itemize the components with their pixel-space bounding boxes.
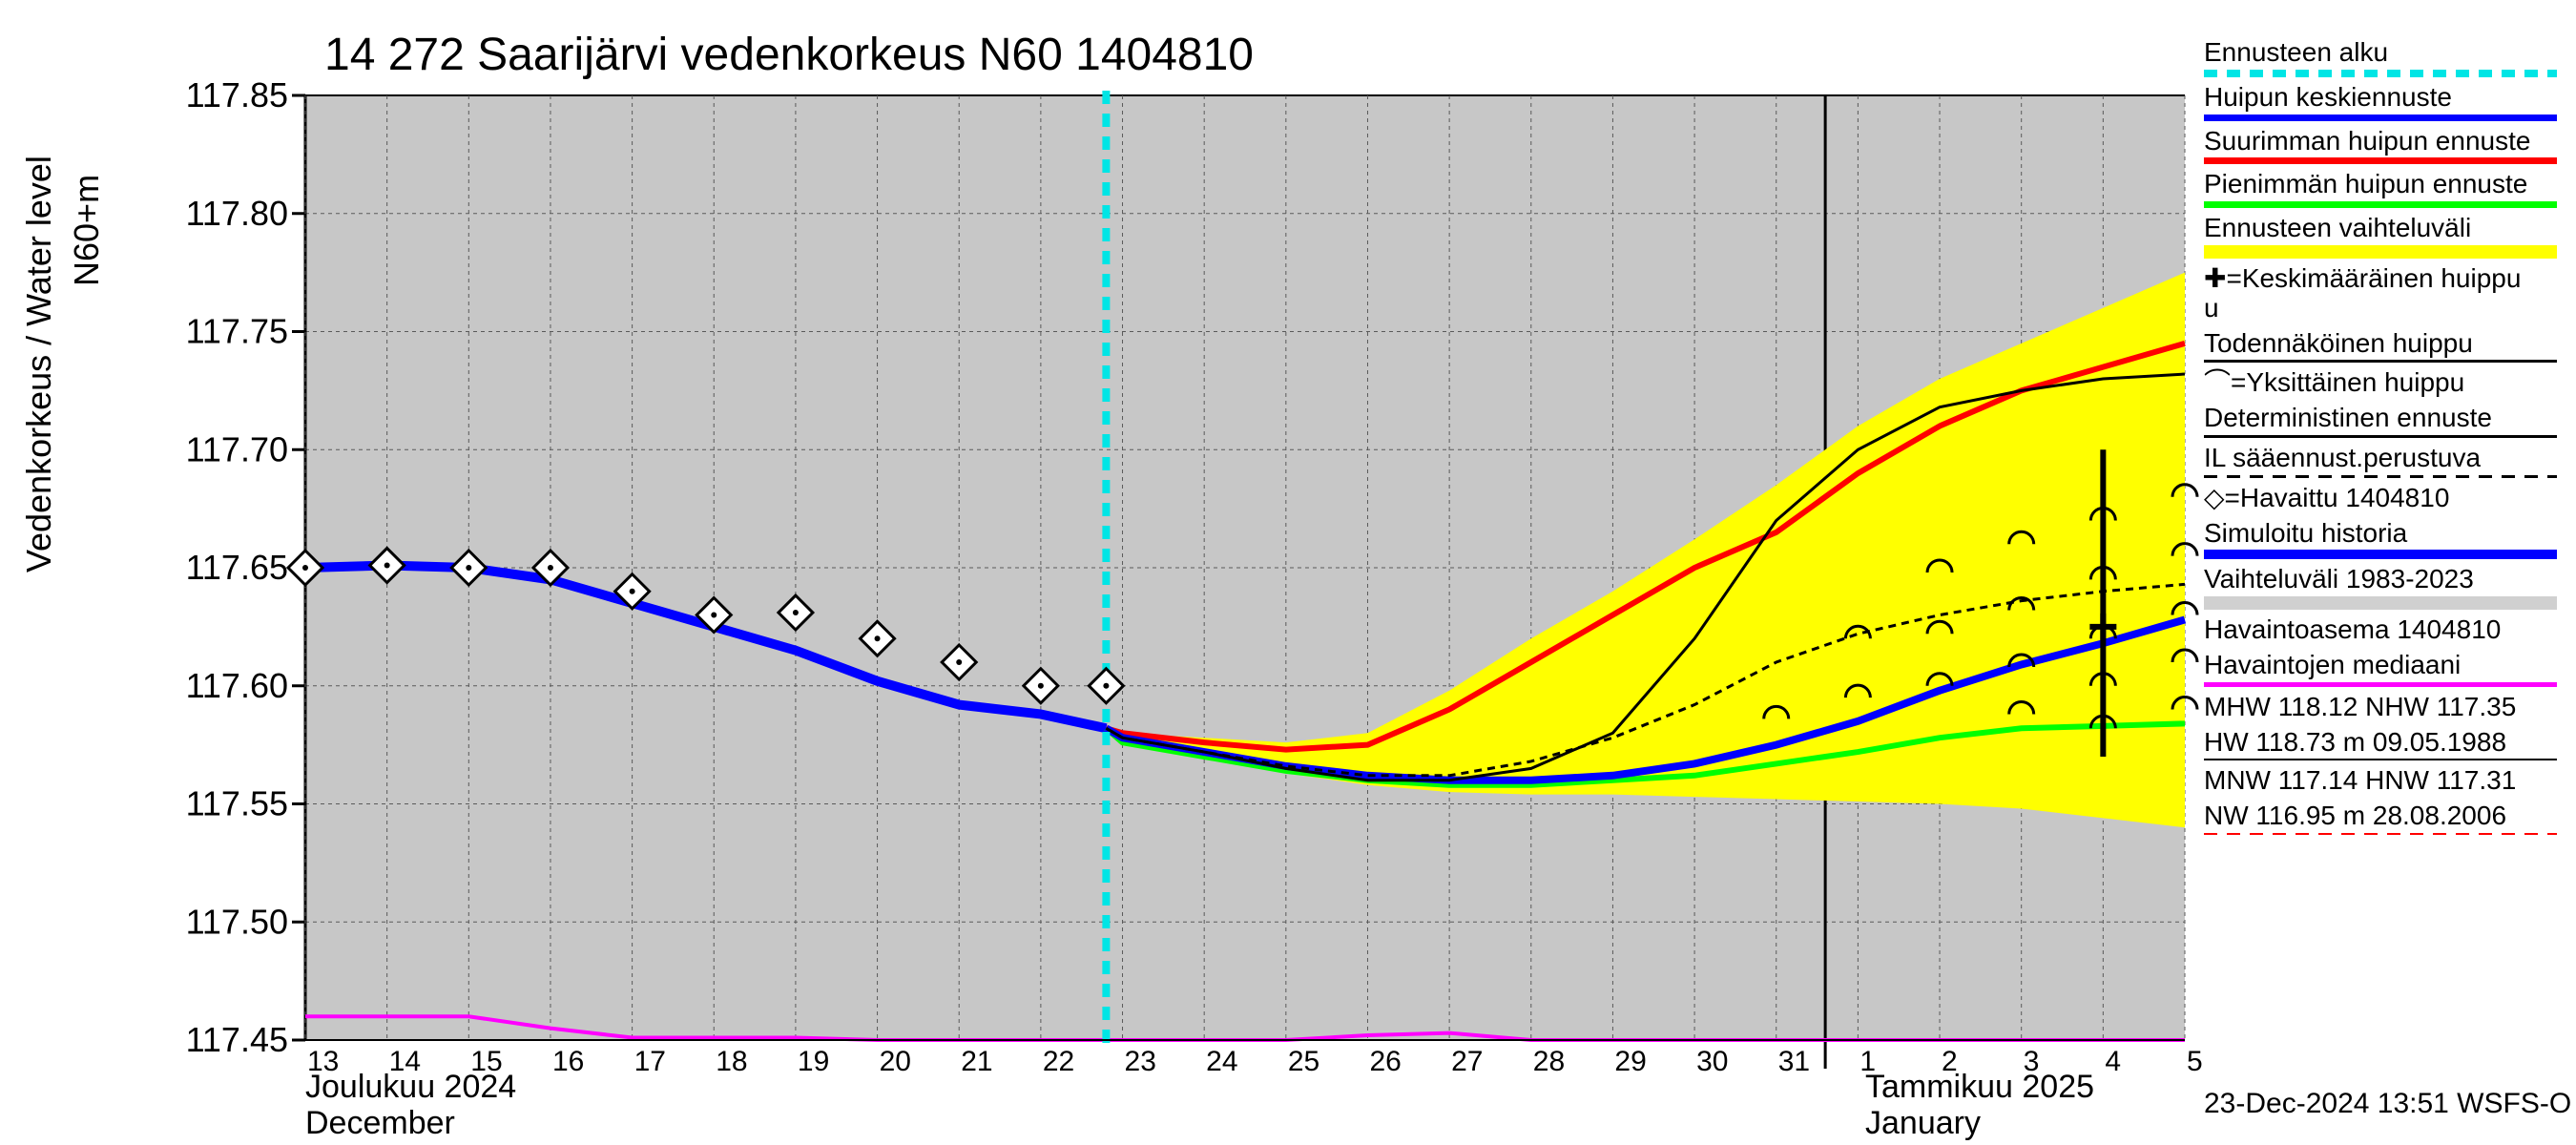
svg-text:24: 24 bbox=[1206, 1046, 1237, 1077]
footer-timestamp: 23-Dec-2024 13:51 WSFS-O bbox=[2204, 1088, 2571, 1120]
legend-item-prob_peak: Todennäköinen huippu bbox=[2204, 329, 2566, 364]
legend-item-station: Havaintoasema 1404810 bbox=[2204, 615, 2566, 645]
legend-item-max_peak: Suurimman huipun ennuste bbox=[2204, 127, 2566, 165]
svg-text:31: 31 bbox=[1778, 1046, 1810, 1077]
legend-item-mnw: MNW 117.14 HNW 117.31 bbox=[2204, 766, 2566, 796]
legend-swatch bbox=[2204, 596, 2557, 610]
legend-swatch bbox=[2204, 833, 2557, 835]
legend-label: HW 118.73 m 09.05.1988 bbox=[2204, 728, 2566, 758]
legend-swatch bbox=[2204, 759, 2557, 760]
legend-label: Havaintoasema 1404810 bbox=[2204, 615, 2566, 645]
legend-label: Havaintojen mediaani bbox=[2204, 651, 2566, 680]
legend-swatch bbox=[2204, 475, 2557, 478]
legend-label: NW 116.95 m 28.08.2006 bbox=[2204, 802, 2566, 831]
svg-text:17: 17 bbox=[634, 1046, 666, 1077]
legend-label: Deterministinen ennuste bbox=[2204, 404, 2566, 433]
legend-item-il: IL sääennust.perustuva bbox=[2204, 444, 2566, 478]
legend-swatch bbox=[2204, 70, 2557, 77]
chart-title: 14 272 Saarijärvi vedenkorkeus N60 14048… bbox=[324, 29, 1254, 81]
legend-label: MHW 118.12 NHW 117.35 bbox=[2204, 693, 2566, 722]
legend-label: Todennäköinen huippu bbox=[2204, 329, 2566, 359]
y-axis-label-2: N60+m bbox=[67, 175, 107, 286]
legend-item-observed: ◇=Havaittu 1404810 bbox=[2204, 484, 2566, 513]
svg-text:23: 23 bbox=[1125, 1046, 1156, 1077]
svg-text:19: 19 bbox=[798, 1046, 829, 1077]
svg-text:117.60: 117.60 bbox=[186, 666, 288, 705]
legend-item-avg_peak: ✚=Keskimääräinen huippuu bbox=[2204, 264, 2566, 323]
legend-item-mhw: MHW 118.12 NHW 117.35 bbox=[2204, 693, 2566, 722]
legend-swatch bbox=[2204, 682, 2557, 687]
legend-label: Ennusteen vaihteluväli bbox=[2204, 214, 2566, 243]
legend-label: Huipun keskiennuste bbox=[2204, 83, 2566, 113]
legend-label: ◇=Havaittu 1404810 bbox=[2204, 484, 2566, 513]
legend-swatch bbox=[2204, 201, 2557, 208]
legend-item-forecast_start: Ennusteen alku bbox=[2204, 38, 2566, 77]
svg-text:117.45: 117.45 bbox=[186, 1020, 288, 1059]
x-month-2-en: January bbox=[1865, 1105, 1981, 1142]
x-month-2-fi: Tammikuu 2025 bbox=[1865, 1069, 2094, 1106]
legend-label: MNW 117.14 HNW 117.31 bbox=[2204, 766, 2566, 796]
legend-label: IL sääennust.perustuva bbox=[2204, 444, 2566, 473]
x-month-1-fi: Joulukuu 2024 bbox=[305, 1069, 516, 1106]
svg-text:117.50: 117.50 bbox=[186, 902, 288, 941]
legend-swatch bbox=[2204, 245, 2557, 259]
legend-item-single_peak: ⌒=Yksittäinen huippu bbox=[2204, 368, 2566, 398]
plot-svg: 117.45 117.50 117.55 117.60 117.65 117.70 117.… bbox=[0, 0, 2576, 1145]
legend-item-histrange: Vaihteluväli 1983-2023 bbox=[2204, 565, 2566, 610]
legend-swatch bbox=[2204, 157, 2557, 164]
legend-item-hw: HW 118.73 m 09.05.1988 bbox=[2204, 728, 2566, 761]
svg-text:117.85: 117.85 bbox=[186, 75, 288, 114]
legend-item-deterministic: Deterministinen ennuste bbox=[2204, 404, 2566, 438]
svg-text:4: 4 bbox=[2105, 1046, 2121, 1077]
legend-item-min_peak: Pienimmän huipun ennuste bbox=[2204, 170, 2566, 208]
svg-text:117.75: 117.75 bbox=[186, 312, 288, 351]
legend-item-range: Ennusteen vaihteluväli bbox=[2204, 214, 2566, 259]
legend-item-mean_peak: Huipun keskiennuste bbox=[2204, 83, 2566, 121]
legend-label: Suurimman huipun ennuste bbox=[2204, 127, 2566, 156]
svg-text:20: 20 bbox=[880, 1046, 911, 1077]
svg-text:117.65: 117.65 bbox=[186, 548, 288, 587]
x-month-1-en: December bbox=[305, 1105, 455, 1142]
svg-text:26: 26 bbox=[1369, 1046, 1401, 1077]
legend: Ennusteen alku Huipun keskiennuste Suurimm… bbox=[2204, 38, 2566, 841]
legend-item-simhist: Simuloitu historia bbox=[2204, 519, 2566, 560]
svg-text:29: 29 bbox=[1614, 1046, 1646, 1077]
svg-text:18: 18 bbox=[716, 1046, 747, 1077]
svg-text:25: 25 bbox=[1288, 1046, 1319, 1077]
legend-swatch bbox=[2204, 550, 2557, 559]
legend-label: Vaihteluväli 1983-2023 bbox=[2204, 565, 2566, 594]
svg-text:21: 21 bbox=[961, 1046, 992, 1077]
svg-text:5: 5 bbox=[2187, 1046, 2203, 1077]
svg-text:16: 16 bbox=[552, 1046, 584, 1077]
svg-text:28: 28 bbox=[1533, 1046, 1565, 1077]
legend-item-nw: NW 116.95 m 28.08.2006 bbox=[2204, 802, 2566, 835]
svg-text:30: 30 bbox=[1696, 1046, 1728, 1077]
legend-label: Ennusteen alku bbox=[2204, 38, 2566, 68]
legend-swatch bbox=[2204, 435, 2557, 438]
legend-label: Pienimmän huipun ennuste bbox=[2204, 170, 2566, 199]
svg-text:27: 27 bbox=[1451, 1046, 1483, 1077]
svg-text:117.55: 117.55 bbox=[186, 784, 288, 823]
chart-container: 14 272 Saarijärvi vedenkorkeus N60 14048… bbox=[0, 0, 2576, 1145]
svg-text:117.80: 117.80 bbox=[186, 194, 288, 233]
legend-swatch bbox=[2204, 360, 2557, 363]
svg-text:22: 22 bbox=[1043, 1046, 1074, 1077]
legend-label: ⌒=Yksittäinen huippu bbox=[2204, 368, 2566, 398]
y-axis-label-1: Vedenkorkeus / Water level bbox=[19, 156, 59, 572]
svg-text:117.70: 117.70 bbox=[186, 429, 288, 468]
legend-label: ✚=Keskimääräinen huippu bbox=[2204, 264, 2566, 294]
legend-swatch bbox=[2204, 114, 2557, 121]
legend-label: Simuloitu historia bbox=[2204, 519, 2566, 549]
legend-item-median: Havaintojen mediaani bbox=[2204, 651, 2566, 687]
